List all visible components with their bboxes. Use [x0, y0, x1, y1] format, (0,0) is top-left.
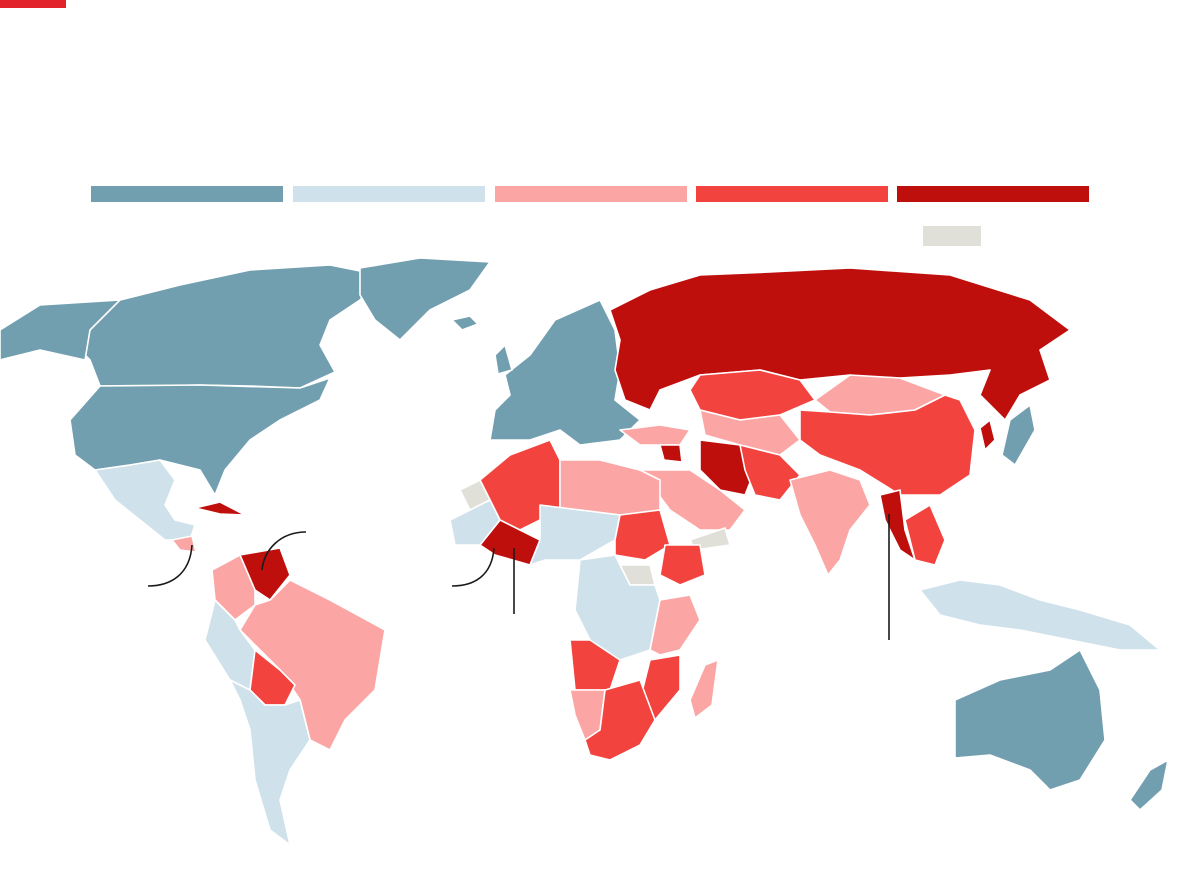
legend-swatch-category-3 — [495, 186, 687, 202]
region-nicaragua — [171, 535, 197, 553]
region-turkey — [619, 424, 691, 446]
legend-swatch-no-data — [923, 226, 981, 246]
region-korea — [979, 419, 996, 451]
region-alaska — [0, 299, 121, 361]
region-russia — [609, 267, 1071, 421]
region-mexico — [94, 459, 196, 541]
legend-swatch-category-4 — [696, 186, 888, 202]
callout-line-nicaragua — [147, 544, 193, 587]
region-east-africa — [649, 594, 701, 656]
region-west-africa — [449, 499, 501, 546]
region-angola — [569, 639, 621, 691]
region-usa — [69, 377, 331, 496]
region-madagascar — [689, 659, 719, 719]
region-iceland — [451, 315, 479, 331]
region-syria — [659, 444, 683, 463]
region-indonesia-philippines — [919, 579, 1161, 651]
legend-swatch-category-5 — [897, 186, 1089, 202]
color-scale-legend — [91, 186, 1091, 202]
region-cuba — [194, 501, 246, 516]
region-southern-cone — [229, 679, 311, 846]
region-china — [799, 394, 976, 496]
region-venezuela — [239, 547, 291, 601]
region-brazil — [239, 579, 386, 751]
region-southeast-asia — [904, 504, 946, 566]
region-new-zealand — [1129, 759, 1169, 811]
region-europe — [489, 299, 641, 446]
region-southern-africa — [584, 679, 656, 761]
callout-line-venezuela — [261, 531, 307, 571]
region-libya-egypt — [559, 459, 661, 516]
legend-swatch-category-1 — [91, 186, 283, 202]
region-central-asia — [699, 409, 801, 456]
region-japan — [1001, 404, 1036, 466]
callout-line-west-africa — [451, 547, 495, 587]
region-australia — [954, 649, 1106, 791]
region-uk — [494, 344, 513, 375]
region-afghanistan-pakistan — [739, 444, 801, 501]
region-saudi-arabia — [639, 469, 746, 531]
region-ethiopia — [659, 544, 706, 586]
region-india — [789, 469, 871, 576]
region-greenland — [359, 257, 491, 341]
legend-swatch-category-2 — [293, 186, 485, 202]
brand-accent-bar — [0, 0, 66, 8]
region-sudan — [614, 509, 671, 561]
